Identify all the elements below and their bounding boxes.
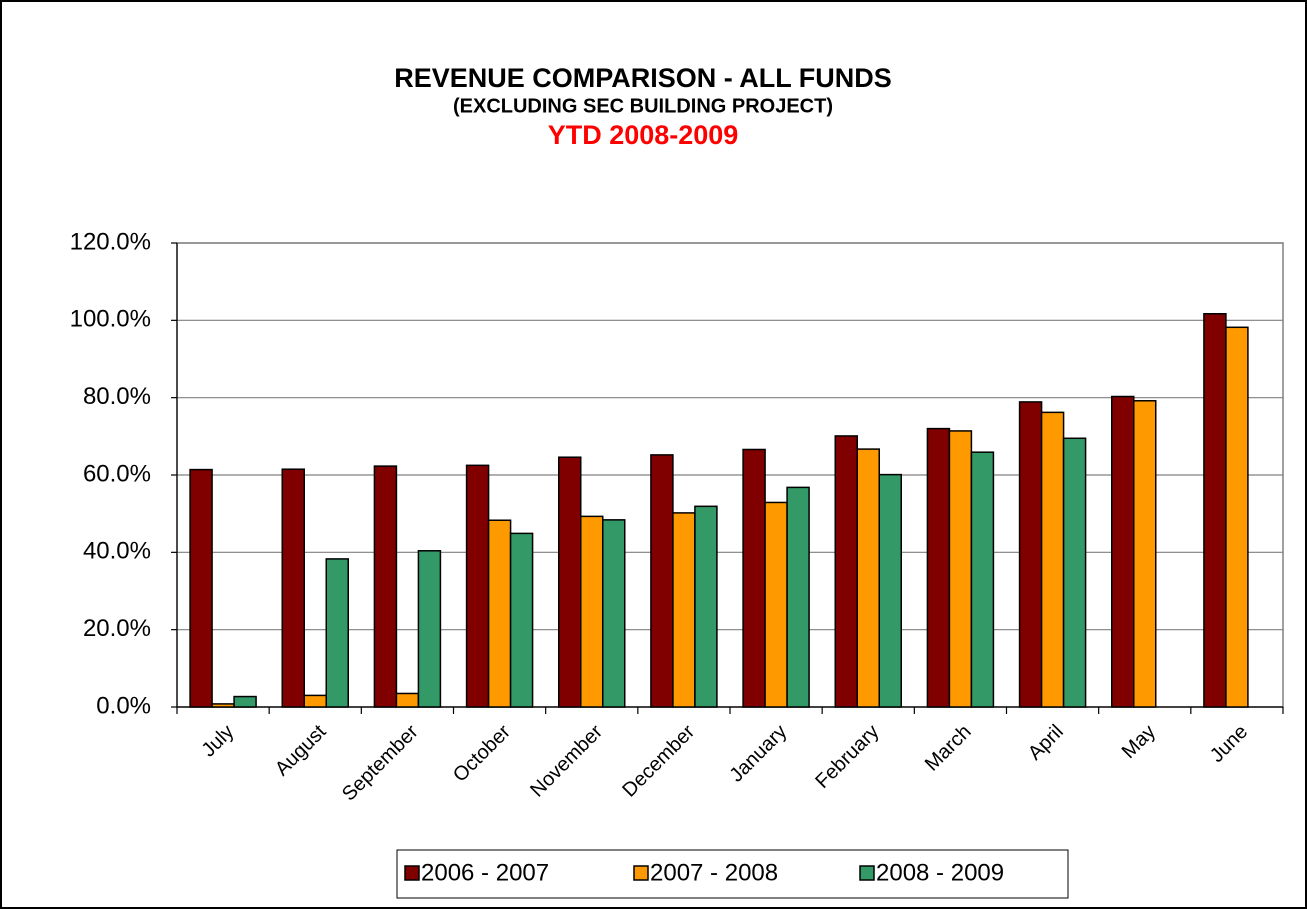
y-tick-label: 0.0%	[96, 692, 151, 719]
bar	[558, 456, 582, 708]
legend-box	[396, 849, 1069, 899]
legend-swatch	[859, 865, 875, 881]
bar	[325, 558, 349, 708]
bar	[650, 454, 674, 708]
chart-title: REVENUE COMPARISON - ALL FUNDS	[394, 63, 892, 93]
bar	[856, 448, 880, 708]
bar	[417, 550, 442, 708]
bar	[926, 427, 951, 708]
bar	[211, 703, 235, 708]
y-tick-label: 100.0%	[70, 306, 151, 333]
legend-swatch	[404, 865, 420, 881]
bar	[281, 468, 305, 708]
bar	[1133, 400, 1157, 708]
chart-period: YTD 2008-2009	[548, 120, 739, 150]
legend-label: 2008 - 2009	[876, 859, 1004, 886]
bar	[834, 435, 858, 708]
bar	[487, 519, 512, 708]
bar	[395, 692, 420, 708]
bar	[764, 501, 788, 708]
chart-subtitle: (EXCLUDING SEC BUILDING PROJECT)	[453, 95, 833, 117]
y-tick-label: 80.0%	[83, 383, 151, 410]
bar	[303, 694, 327, 708]
bar	[1203, 313, 1227, 708]
bar	[1225, 326, 1249, 708]
bar	[948, 430, 973, 708]
y-tick-label: 60.0%	[83, 460, 151, 487]
bar	[509, 532, 534, 708]
bar	[786, 486, 810, 708]
bar	[970, 451, 995, 708]
bar	[742, 448, 766, 708]
bar	[1040, 411, 1065, 708]
legend-swatch	[633, 865, 649, 881]
bar	[189, 468, 213, 708]
bar	[602, 519, 626, 708]
bar	[233, 695, 257, 708]
bar	[465, 464, 490, 708]
bar	[580, 515, 604, 708]
y-tick-label: 40.0%	[83, 538, 151, 565]
y-tick-label: 120.0%	[70, 228, 151, 255]
y-tick-label: 20.0%	[83, 615, 151, 642]
bar	[672, 512, 696, 708]
bar	[878, 473, 902, 708]
bar	[373, 465, 398, 708]
legend-label: 2006 - 2007	[421, 859, 549, 886]
bar	[694, 505, 718, 708]
bar	[1062, 437, 1087, 708]
legend-label: 2007 - 2008	[650, 859, 778, 886]
bar	[1111, 395, 1135, 708]
bar	[1018, 401, 1043, 708]
